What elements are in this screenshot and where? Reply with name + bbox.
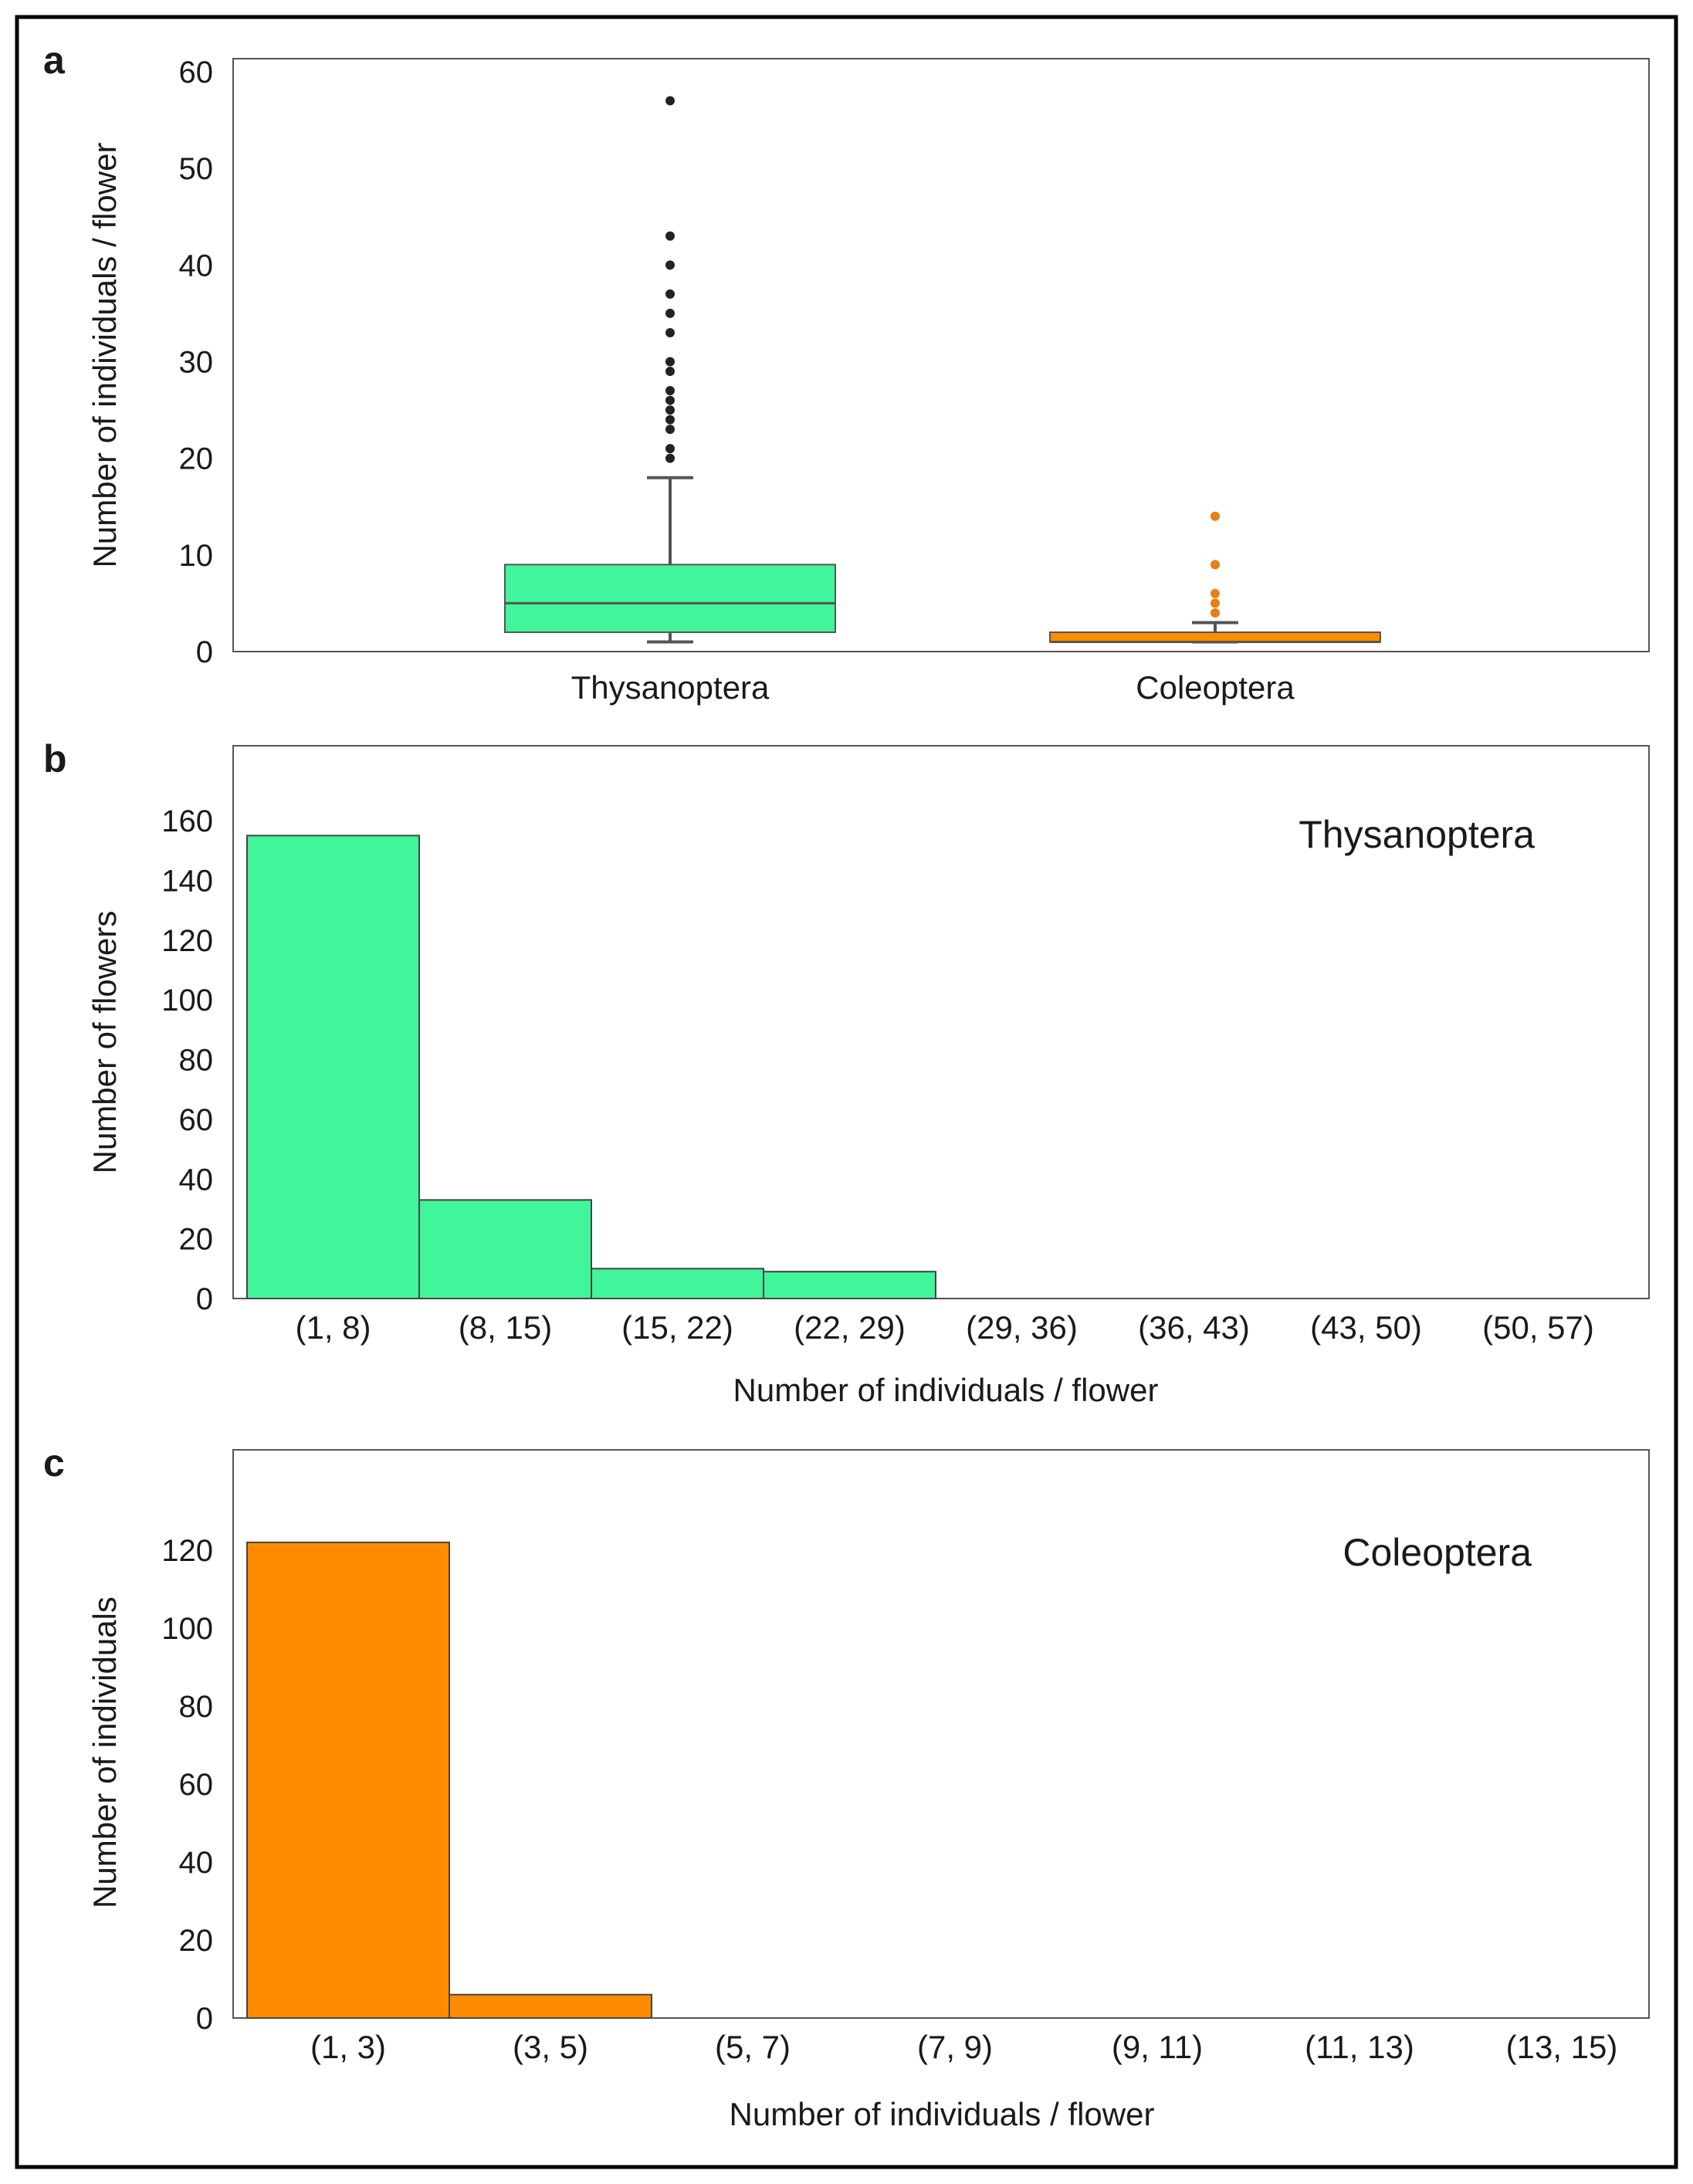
- outlier-point: [665, 386, 675, 396]
- x-axis-title-c: Number of individuals / flower: [730, 2096, 1155, 2132]
- bar-1: [246, 835, 420, 1299]
- outlier-point: [1210, 511, 1220, 521]
- x-category-label: (8, 15): [459, 1309, 552, 1346]
- y-tick-label: 20: [179, 442, 214, 476]
- panel-c: c Number of individuals Coleoptera 0 20 40…: [43, 1441, 1650, 2132]
- bar-1: [246, 1541, 450, 2019]
- bar-2: [418, 1199, 592, 1300]
- x-category-label: (50, 57): [1482, 1309, 1594, 1346]
- outlier-point: [665, 96, 675, 106]
- x-category-label: (29, 36): [966, 1309, 1078, 1346]
- x-labels-b: (1, 8) (8, 15) (15, 22) (22, 29) (29, 36) (36…: [295, 1309, 1593, 1346]
- y-tick-label: 160: [161, 804, 213, 838]
- x-category-label: (11, 13): [1305, 2029, 1414, 2065]
- outlier-point: [665, 367, 675, 377]
- outlier-point: [1210, 588, 1220, 598]
- outlier-point: [665, 425, 675, 435]
- outlier-point: [665, 260, 675, 270]
- y-tick-label: 80: [179, 1044, 214, 1078]
- x-category-label: (1, 8): [295, 1309, 371, 1346]
- plot-area-c: [232, 1449, 1650, 2019]
- box-iqr: [1049, 631, 1381, 643]
- y-tick-label: 60: [179, 56, 214, 90]
- bars-b: [246, 835, 936, 1300]
- x-category-label: (15, 22): [621, 1309, 733, 1346]
- y-tick-label: 40: [179, 1846, 214, 1880]
- boxes-a: [504, 96, 1381, 644]
- x-category-label: (3, 5): [513, 2029, 588, 2065]
- series-label-c: Coleoptera: [1343, 1531, 1532, 1574]
- panel-letter-c: c: [43, 1441, 65, 1485]
- outlier-point: [1210, 608, 1220, 618]
- y-tick-label: 140: [161, 864, 213, 898]
- x-category-label: (13, 15): [1506, 2029, 1618, 2065]
- x-axis-title-b: Number of individuals / flower: [733, 1372, 1159, 1408]
- x-category-label: (43, 50): [1310, 1309, 1422, 1346]
- outlier-point: [665, 327, 675, 337]
- box-thysanoptera: [504, 96, 836, 644]
- panel-b: b Number of flowers Thysanoptera 0 20 40 60…: [43, 737, 1650, 1408]
- y-tick-label: 0: [196, 1282, 213, 1316]
- bar-2: [449, 1993, 652, 2019]
- outlier-point: [665, 231, 675, 241]
- y-tick-label: 60: [179, 1103, 214, 1137]
- outlier-point: [665, 415, 675, 425]
- y-tick-label: 80: [179, 1690, 214, 1724]
- y-tick-label: 50: [179, 152, 214, 186]
- x-labels-c: (1, 3) (3, 5) (5, 7) (7, 9) (9, 11) (11, 13) (…: [310, 2029, 1617, 2065]
- y-axis-title-a: Number of individuals / flower: [86, 143, 123, 568]
- x-category-label: (7, 9): [917, 2029, 993, 2065]
- outlier-point: [665, 395, 675, 405]
- bar-4: [763, 1271, 936, 1300]
- panel-a: a Number of individuals / flower 0 10 20 30…: [43, 39, 1650, 706]
- bars-c: [246, 1541, 652, 2019]
- x-category-label: (22, 29): [794, 1309, 906, 1346]
- y-tick-label: 40: [179, 249, 214, 283]
- outlier-point: [665, 453, 675, 463]
- bar-3: [591, 1268, 764, 1299]
- y-tick-label: 120: [161, 924, 213, 958]
- outlier-point: [665, 405, 675, 415]
- x-category-label: Thysanoptera: [571, 669, 770, 706]
- x-category-label: (9, 11): [1112, 2029, 1203, 2065]
- y-tick-label: 30: [179, 346, 214, 380]
- outlier-point: [665, 444, 675, 454]
- y-tick-label: 20: [179, 1223, 214, 1257]
- y-tick-label: 60: [179, 1768, 214, 1802]
- panel-letter-a: a: [43, 39, 66, 82]
- panel-letter-b: b: [43, 737, 67, 780]
- y-tick-label: 0: [196, 635, 213, 669]
- x-category-label: (36, 43): [1138, 1309, 1250, 1346]
- box-iqr: [504, 564, 836, 633]
- y-tick-label: 40: [179, 1163, 214, 1197]
- y-axis-title-c: Number of individuals: [86, 1597, 123, 1908]
- outlier-point: [665, 357, 675, 367]
- x-labels-a: Thysanoptera Coleoptera: [571, 669, 1295, 706]
- y-ticks-b: 0 20 40 60 80 100 120 140 160: [161, 804, 213, 1316]
- x-category-label: (1, 3): [310, 2029, 386, 2065]
- box-coleoptera: [1049, 511, 1381, 644]
- y-tick-label: 100: [161, 984, 213, 1018]
- y-axis-title-b: Number of flowers: [86, 911, 123, 1174]
- plot-area-b: [232, 745, 1650, 1299]
- y-ticks-c: 0 20 40 60 80 100 120: [161, 1534, 213, 2036]
- outlier-point: [665, 308, 675, 318]
- outlier-point: [665, 289, 675, 299]
- x-category-label: (5, 7): [715, 2029, 791, 2065]
- x-category-label: Coleoptera: [1136, 669, 1295, 706]
- outlier-point: [1210, 560, 1220, 570]
- y-tick-label: 0: [196, 2002, 213, 2036]
- y-tick-label: 100: [161, 1612, 213, 1646]
- y-ticks-a: 0 10 20 30 40 50 60: [179, 56, 214, 669]
- plot-area-a: [232, 58, 1650, 652]
- y-tick-label: 20: [179, 1924, 214, 1958]
- series-label-b: Thysanoptera: [1299, 813, 1535, 856]
- y-tick-label: 120: [161, 1534, 213, 1568]
- y-tick-label: 10: [179, 539, 214, 573]
- outlier-point: [1210, 598, 1220, 608]
